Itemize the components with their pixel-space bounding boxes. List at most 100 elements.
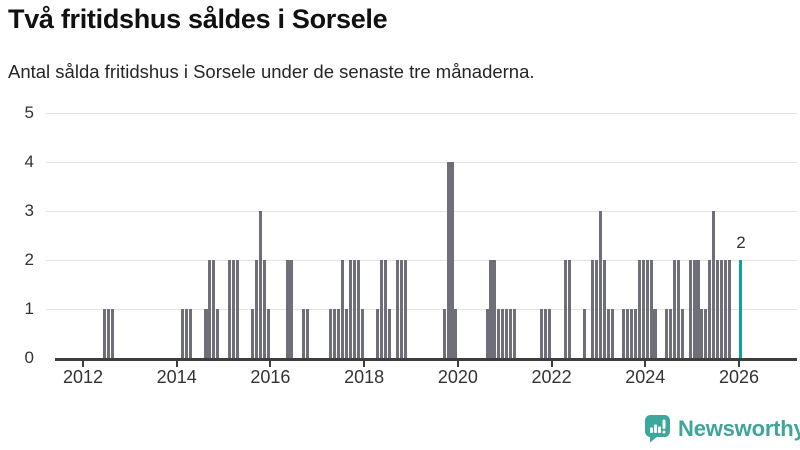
bar xyxy=(723,260,727,358)
bar xyxy=(606,309,610,358)
x-axis-line xyxy=(55,358,797,361)
bar xyxy=(708,260,712,358)
bar xyxy=(665,309,669,358)
bar xyxy=(263,260,267,358)
bar xyxy=(645,260,649,358)
bar xyxy=(680,309,684,358)
bar xyxy=(442,309,446,358)
newsworthy-logo[interactable]: Newsworthy xyxy=(644,414,800,443)
page-title: Två fritidshus såldes i Sorsele xyxy=(8,4,388,34)
bar xyxy=(653,309,657,358)
bar xyxy=(259,211,263,358)
bar xyxy=(540,309,544,358)
x-tick-label: 2024 xyxy=(625,367,666,387)
x-tick-label: 2020 xyxy=(437,367,478,387)
bar xyxy=(692,260,696,358)
bar xyxy=(235,260,239,358)
highlight-value-label: 2 xyxy=(736,233,746,252)
bar xyxy=(184,309,189,358)
bar xyxy=(626,309,630,358)
bar xyxy=(719,260,723,358)
bar xyxy=(345,309,349,358)
bar xyxy=(329,309,333,358)
bar xyxy=(333,309,337,358)
x-tick xyxy=(644,360,647,367)
bar xyxy=(188,309,192,358)
bar xyxy=(102,309,107,358)
bar xyxy=(622,309,626,358)
x-tick-label: 2018 xyxy=(344,367,385,387)
bar xyxy=(583,309,587,358)
x-tick-label: 2026 xyxy=(718,367,759,387)
bar xyxy=(337,309,341,358)
bar xyxy=(505,309,509,358)
y-axis-label: 0 xyxy=(24,348,34,367)
x-tick-label: 2012 xyxy=(62,367,104,387)
x-tick-label: 2016 xyxy=(250,367,291,387)
bar xyxy=(305,309,310,358)
bar xyxy=(356,260,360,358)
bar xyxy=(509,309,513,358)
bar xyxy=(602,260,606,358)
bar xyxy=(255,260,259,358)
bar xyxy=(598,211,602,358)
bar xyxy=(610,309,614,358)
bar xyxy=(594,260,599,358)
x-tick xyxy=(269,360,272,367)
bar xyxy=(266,309,271,358)
bar xyxy=(704,309,708,358)
y-axis-label: 5 xyxy=(24,103,34,122)
bar xyxy=(341,260,345,358)
bar xyxy=(216,309,220,358)
x-tick-label: 2022 xyxy=(531,367,572,387)
gridline xyxy=(46,309,797,310)
bar xyxy=(700,309,704,358)
bar xyxy=(544,309,548,358)
bar xyxy=(493,260,497,358)
bar xyxy=(286,260,290,358)
bar xyxy=(348,260,353,358)
bar xyxy=(380,260,384,358)
newsworthy-logo-text: Newsworthy xyxy=(678,415,800,441)
bar xyxy=(181,309,185,358)
bar xyxy=(591,260,595,358)
bar xyxy=(204,309,208,358)
bar xyxy=(637,260,641,358)
bar xyxy=(641,260,645,358)
bar xyxy=(727,260,731,358)
bar xyxy=(512,309,517,358)
bar xyxy=(567,260,571,358)
bar xyxy=(715,260,720,358)
x-tick xyxy=(550,360,553,367)
bar xyxy=(673,260,677,358)
bar xyxy=(227,260,231,358)
bar xyxy=(403,260,407,358)
gridline xyxy=(46,211,797,212)
bar xyxy=(360,309,364,358)
page-subtitle: Antal sålda fritidshus i Sorsele under d… xyxy=(8,61,535,82)
bar xyxy=(669,309,673,358)
bar xyxy=(688,260,692,358)
bar xyxy=(352,260,356,358)
gridline xyxy=(46,113,797,114)
bar xyxy=(376,309,380,358)
x-tick xyxy=(82,360,84,367)
bar xyxy=(302,309,306,358)
bar xyxy=(497,309,501,358)
y-axis-label: 1 xyxy=(24,299,34,318)
y-axis-label: 2 xyxy=(24,250,34,269)
bar xyxy=(454,309,458,358)
y-axis-label: 4 xyxy=(24,152,34,171)
bar xyxy=(208,260,212,358)
gridline xyxy=(46,162,797,163)
bar xyxy=(630,309,634,358)
bar xyxy=(231,260,235,358)
bar xyxy=(696,260,700,358)
bar xyxy=(548,309,552,358)
bar xyxy=(563,260,567,358)
bar xyxy=(387,309,392,358)
x-tick xyxy=(456,360,459,367)
bar xyxy=(106,309,110,358)
